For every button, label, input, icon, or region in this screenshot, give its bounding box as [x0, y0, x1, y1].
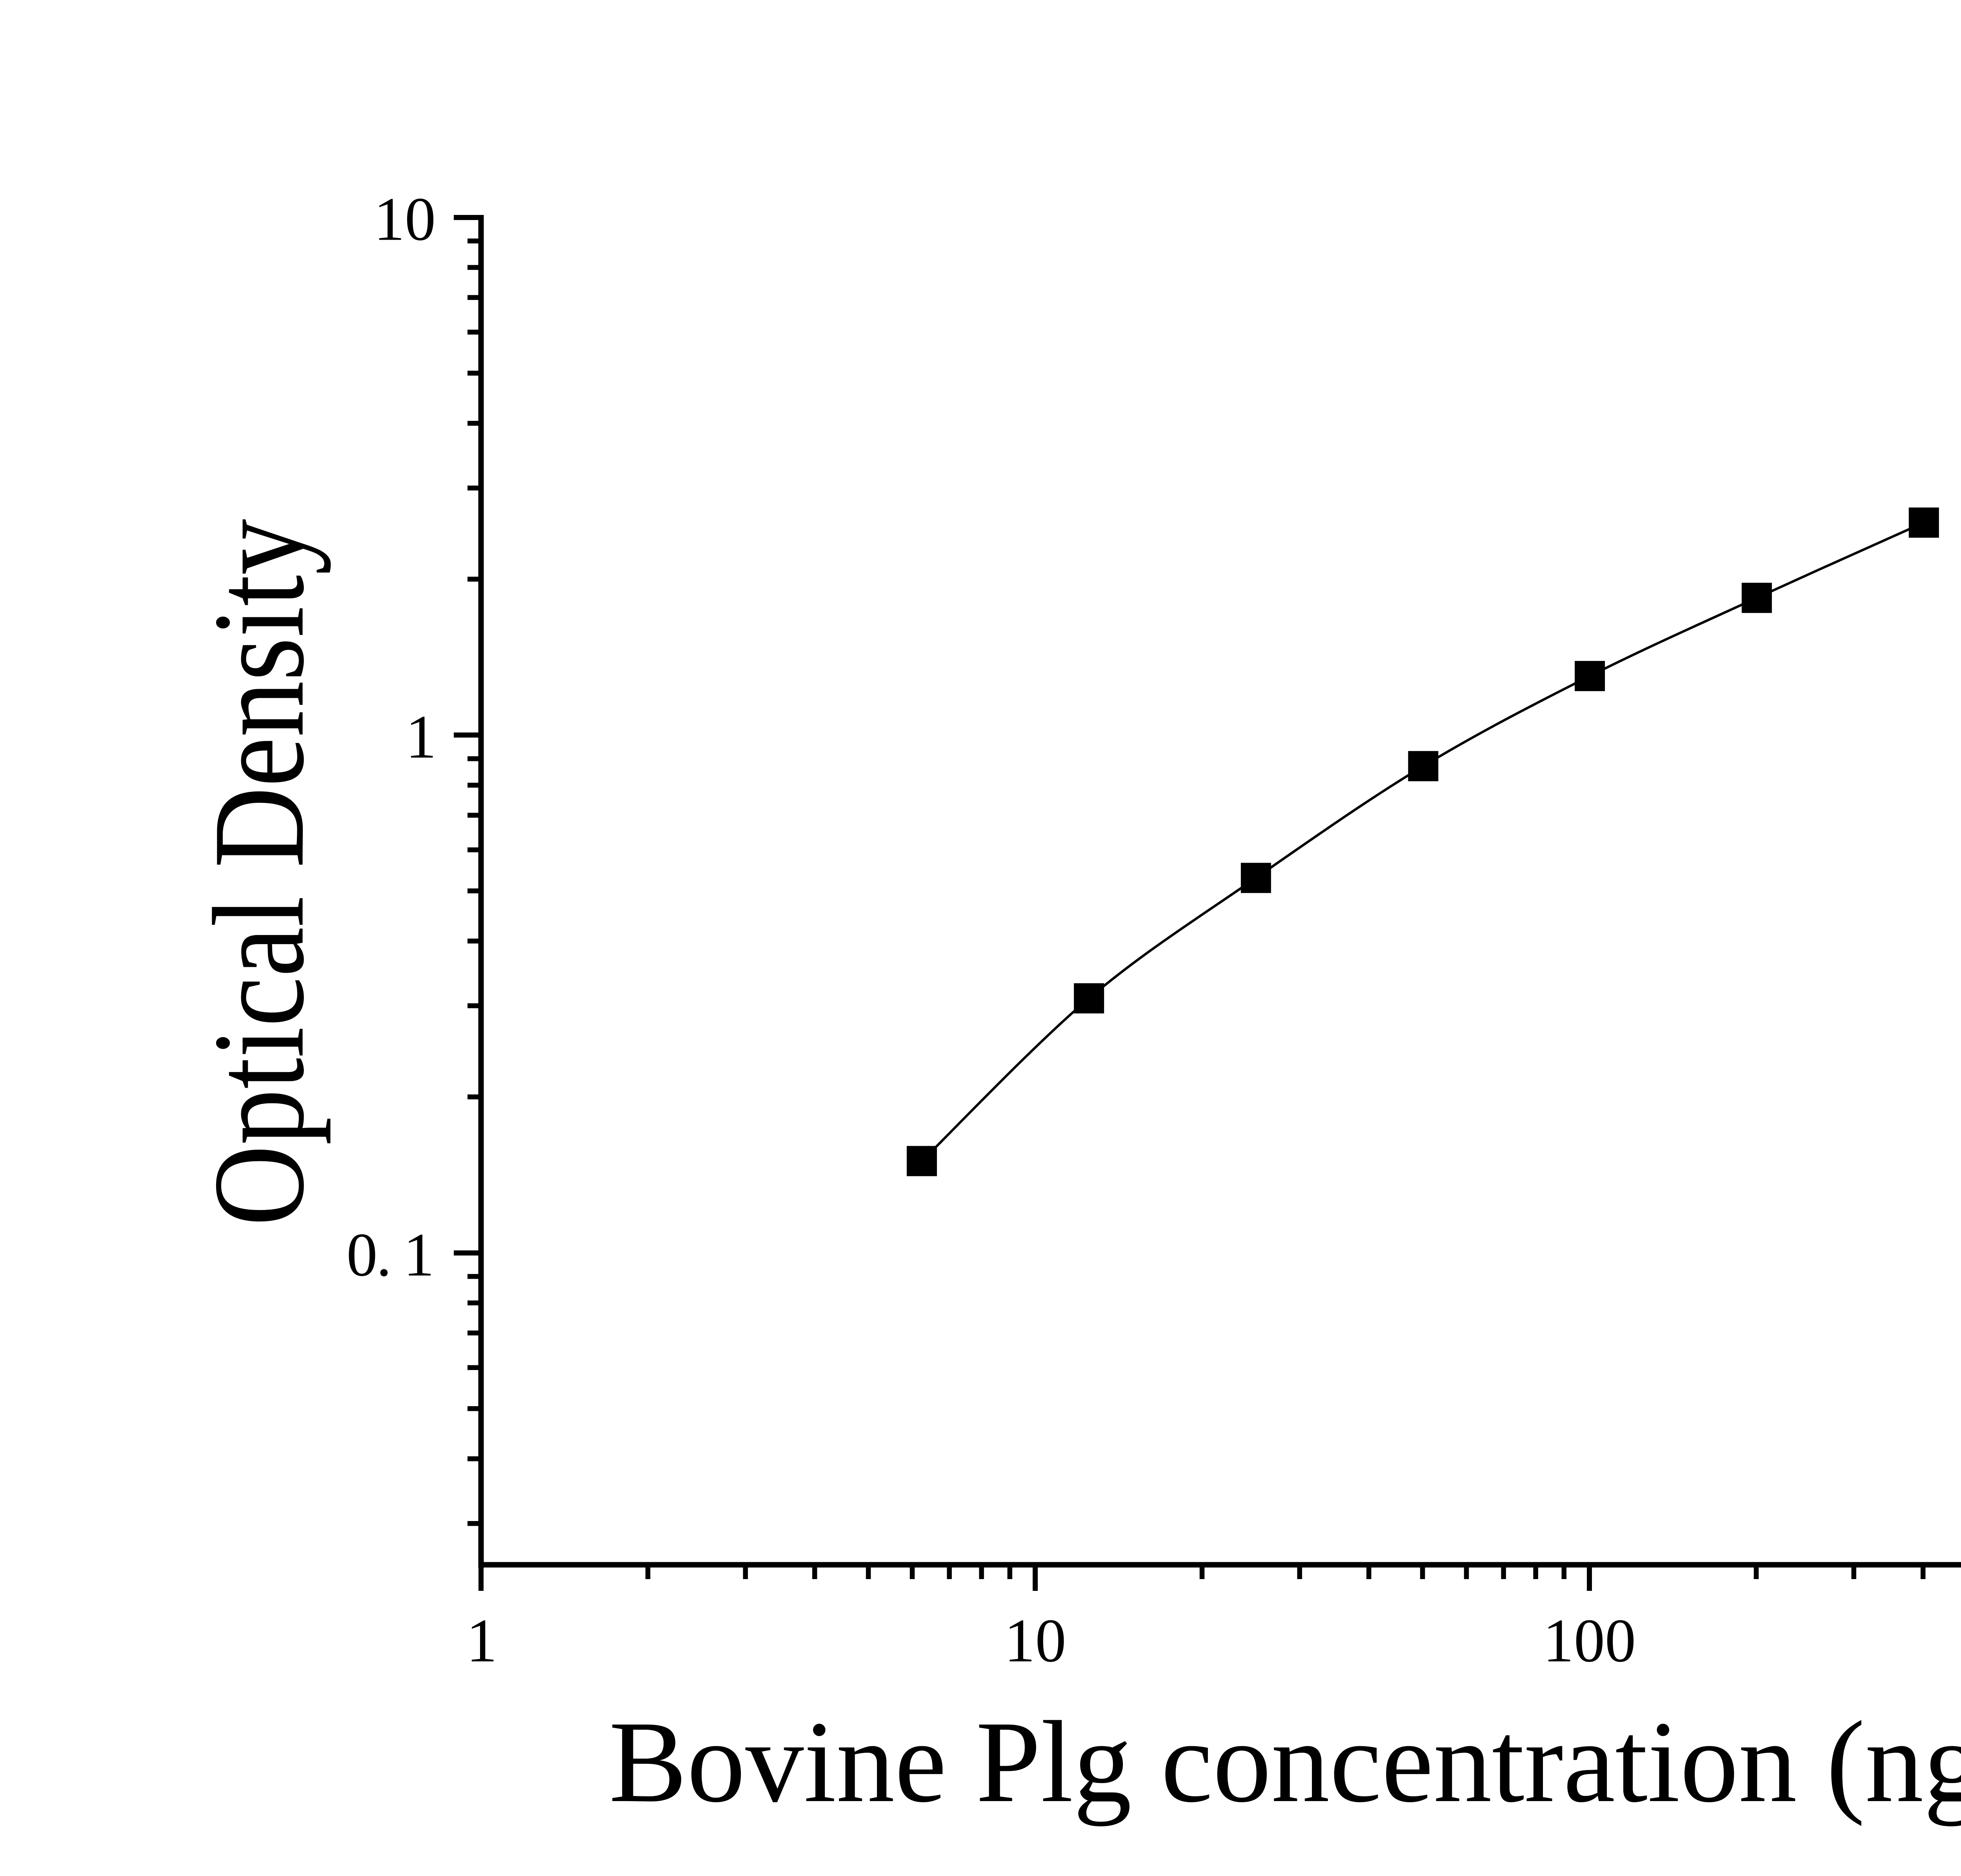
svg-text:1: 1 [406, 703, 437, 772]
svg-text:10: 10 [374, 185, 436, 254]
svg-text:1: 1 [466, 1607, 497, 1675]
svg-text:1: 1 [404, 1221, 435, 1289]
svg-text:Bovine Plg concentration (ng/m: Bovine Plg concentration (ng/mL) [609, 1697, 1961, 1827]
svg-text:100: 100 [1543, 1607, 1636, 1675]
svg-text:10: 10 [1004, 1607, 1066, 1675]
svg-text:Optical Density: Optical Density [186, 519, 331, 1226]
svg-text:.: . [376, 1221, 392, 1289]
svg-text:0: 0 [347, 1221, 378, 1289]
